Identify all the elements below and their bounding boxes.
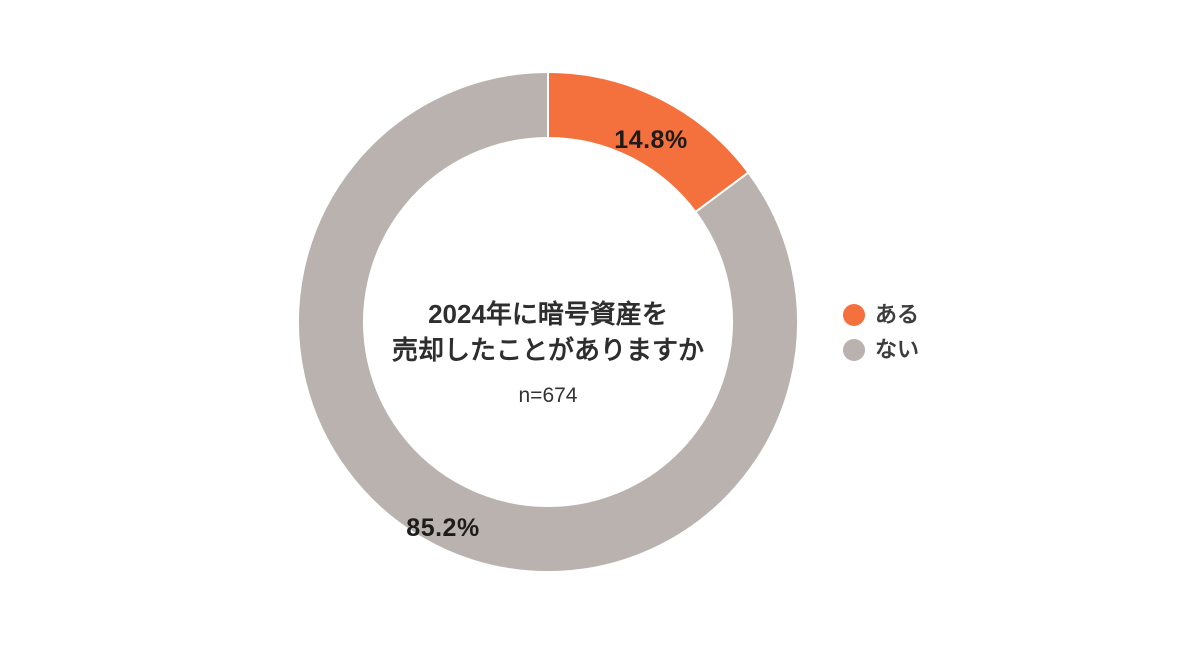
legend-item-aru: ある — [843, 304, 919, 326]
legend-label-nai: ない — [875, 337, 920, 362]
chart-center-text: 2024年に暗号資産を 売却したことがありますか n=674 — [348, 296, 748, 408]
chart-title: 2024年に暗号資産を 売却したことがありますか — [348, 296, 748, 368]
slice-label-aru: 14.8% — [614, 126, 688, 154]
legend-dot-aru — [843, 304, 865, 326]
chart-title-line2: 売却したことがありますか — [391, 335, 704, 365]
donut-chart — [297, 70, 799, 573]
legend: ある ない — [843, 304, 919, 374]
legend-label-aru: ある — [875, 302, 920, 327]
chart-title-line1: 2024年に暗号資産を — [428, 299, 668, 329]
sample-size-label: n=674 — [518, 384, 578, 407]
legend-item-nai: ない — [843, 339, 919, 361]
legend-dot-nai — [843, 339, 865, 361]
slice-label-nai: 85.2% — [406, 514, 480, 542]
pie-slice-1 — [297, 70, 799, 573]
